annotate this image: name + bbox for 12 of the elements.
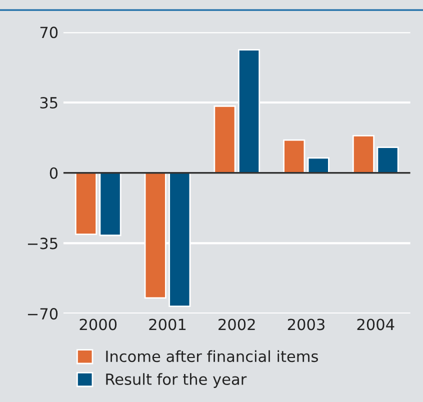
legend-label: Result for the year xyxy=(106,373,247,388)
x-tick-label: 2003 xyxy=(288,318,324,330)
y-tick-label: 35 xyxy=(40,96,58,109)
x-tick-label: 2001 xyxy=(149,318,186,330)
x-tick-label: 2002 xyxy=(218,318,255,330)
legend-label: Income after financial items xyxy=(106,350,318,362)
x-tick-label: 2000 xyxy=(80,318,117,330)
y-tick-label: 70 xyxy=(40,26,58,38)
y-tick-label: −70 xyxy=(28,308,58,320)
y-tick-label: 0 xyxy=(50,167,58,179)
x-tick-label: 2004 xyxy=(357,318,394,330)
y-tick-label: −35 xyxy=(28,238,58,250)
